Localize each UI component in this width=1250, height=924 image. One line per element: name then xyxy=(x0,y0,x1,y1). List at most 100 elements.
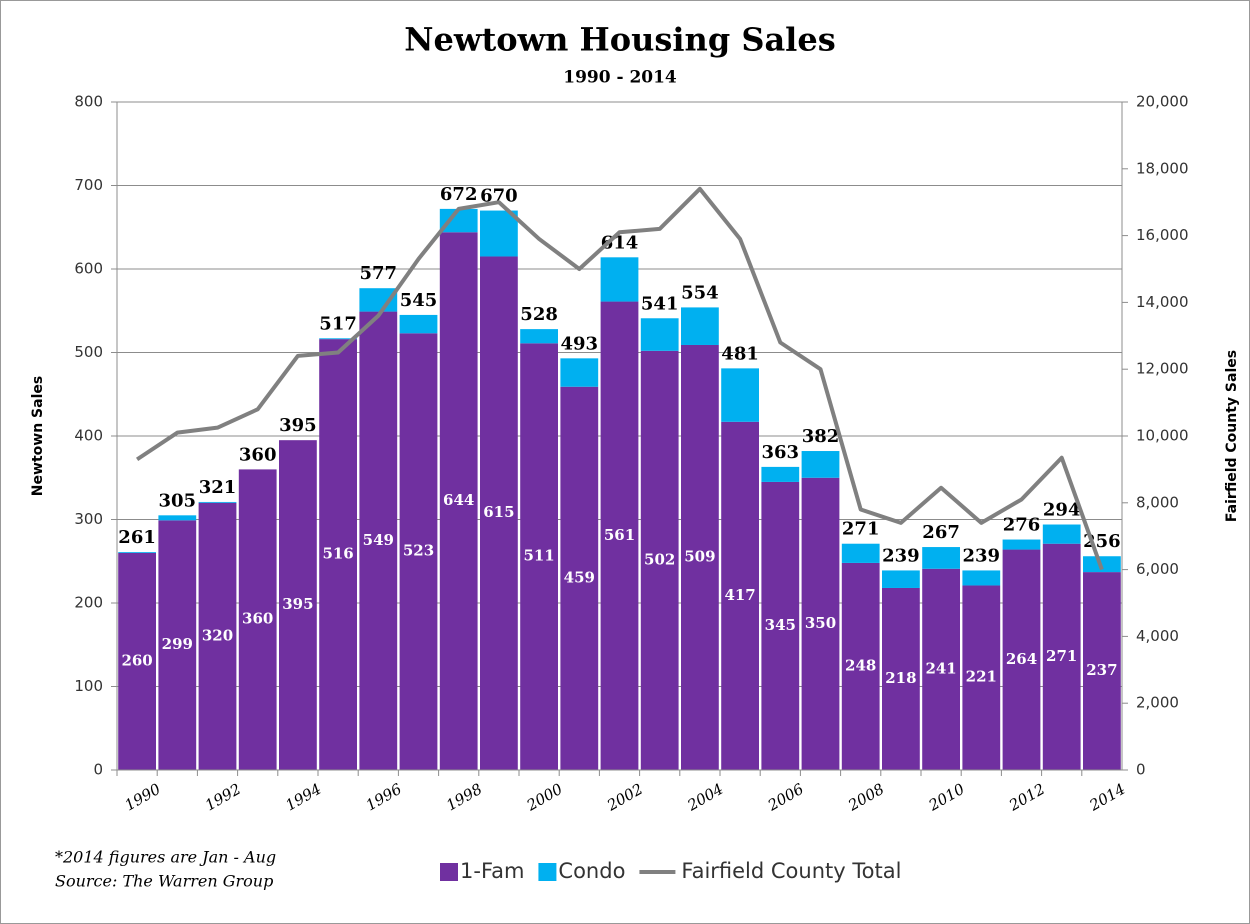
bar xyxy=(882,570,920,588)
y2-tick-label: 8,000 xyxy=(1136,493,1179,511)
bar-label: 260 xyxy=(121,651,152,669)
bar xyxy=(922,547,960,569)
bar xyxy=(238,469,277,770)
y2-tick-label: 14,000 xyxy=(1136,293,1189,311)
y-tick-label: 800 xyxy=(74,93,103,111)
bar xyxy=(198,501,237,503)
bar xyxy=(399,314,438,334)
total-label: 267 xyxy=(922,522,960,543)
total-label: 305 xyxy=(159,490,197,511)
bar xyxy=(1002,539,1041,550)
bar xyxy=(841,562,880,770)
total-label: 554 xyxy=(681,282,719,303)
total-label: 541 xyxy=(641,293,679,314)
y2-tick-label: 18,000 xyxy=(1136,159,1189,177)
note: *2014 figures are Jan - Aug xyxy=(55,848,276,867)
bar xyxy=(359,311,398,770)
chart-title: Newtown Housing Sales xyxy=(404,21,835,59)
bar-label: 509 xyxy=(684,547,715,565)
bar-label: 350 xyxy=(805,614,836,632)
bar-label: 320 xyxy=(202,626,233,644)
bar-label: 345 xyxy=(765,616,796,634)
bar xyxy=(319,338,357,340)
legend-label: Fairfield County Total xyxy=(681,859,901,883)
legend-swatch xyxy=(440,863,458,881)
bar xyxy=(962,585,1001,770)
bar xyxy=(158,515,197,521)
y-tick-label: 0 xyxy=(93,761,103,779)
bar xyxy=(118,552,156,553)
legend-label: 1-Fam xyxy=(460,859,524,883)
total-label: 395 xyxy=(279,415,317,436)
y-tick-label: 200 xyxy=(74,594,103,612)
bar xyxy=(922,568,960,770)
total-label: 271 xyxy=(842,519,880,540)
bar xyxy=(721,421,759,770)
y2-tick-label: 4,000 xyxy=(1136,627,1179,645)
bar xyxy=(1042,524,1081,544)
y-tick-label: 700 xyxy=(74,176,103,194)
bar xyxy=(439,208,478,233)
bar-label: 264 xyxy=(1006,650,1037,668)
bar xyxy=(640,350,679,770)
bar xyxy=(1042,543,1081,770)
y-tick-label: 600 xyxy=(74,260,103,278)
bar-label: 459 xyxy=(564,568,595,586)
bar xyxy=(279,440,317,770)
total-label: 276 xyxy=(1003,515,1041,536)
total-label: 363 xyxy=(762,442,800,463)
bar-label: 502 xyxy=(644,550,675,568)
bar-label: 561 xyxy=(604,526,635,544)
bar-label: 523 xyxy=(403,542,434,560)
bar xyxy=(399,333,438,770)
bar xyxy=(480,256,518,771)
bar xyxy=(1002,549,1041,770)
bar xyxy=(560,386,599,770)
total-label: 382 xyxy=(802,426,840,447)
y2-tick-label: 20,000 xyxy=(1136,93,1189,111)
bar xyxy=(841,543,880,563)
bar-label: 417 xyxy=(724,586,755,604)
total-label: 321 xyxy=(199,477,237,498)
bar-label: 549 xyxy=(363,531,394,549)
y2-tick-label: 10,000 xyxy=(1136,427,1189,445)
total-label: 670 xyxy=(480,186,518,207)
bar-label: 248 xyxy=(845,656,876,674)
bar xyxy=(600,301,639,770)
bar xyxy=(801,451,840,478)
bar-label: 395 xyxy=(282,595,313,613)
y-tick-label: 100 xyxy=(74,677,103,695)
bar xyxy=(520,329,558,344)
y2-axis-label: Fairfield County Sales xyxy=(1224,350,1240,522)
y2-tick-label: 6,000 xyxy=(1136,560,1179,578)
total-label: 528 xyxy=(520,304,558,325)
bar xyxy=(801,477,840,770)
bar xyxy=(520,343,558,770)
total-label: 517 xyxy=(319,313,357,334)
bar xyxy=(681,344,719,770)
total-label: 481 xyxy=(721,343,759,364)
total-label: 577 xyxy=(360,263,398,284)
chart-subtitle: 1990 - 2014 xyxy=(563,68,677,88)
bar-label: 644 xyxy=(443,491,474,509)
line xyxy=(135,186,1104,571)
y-tick-label: 400 xyxy=(74,427,103,445)
total-label: 239 xyxy=(882,545,920,566)
bar xyxy=(681,307,719,345)
legend-swatch xyxy=(538,863,557,881)
bar-label: 516 xyxy=(322,545,353,563)
bar xyxy=(721,368,759,422)
total-label: 614 xyxy=(601,232,639,253)
total-label: 261 xyxy=(118,527,156,548)
bar xyxy=(319,339,357,770)
note: Source: The Warren Group xyxy=(55,872,273,891)
bar-label: 299 xyxy=(162,635,193,653)
bar xyxy=(882,587,920,770)
y2-tick-label: 16,000 xyxy=(1136,226,1189,244)
bar xyxy=(158,520,197,770)
total-label: 360 xyxy=(239,444,277,465)
y-axis-label: Newtown Sales xyxy=(30,376,46,496)
bar xyxy=(439,232,478,770)
y-tick-label: 500 xyxy=(74,343,103,361)
